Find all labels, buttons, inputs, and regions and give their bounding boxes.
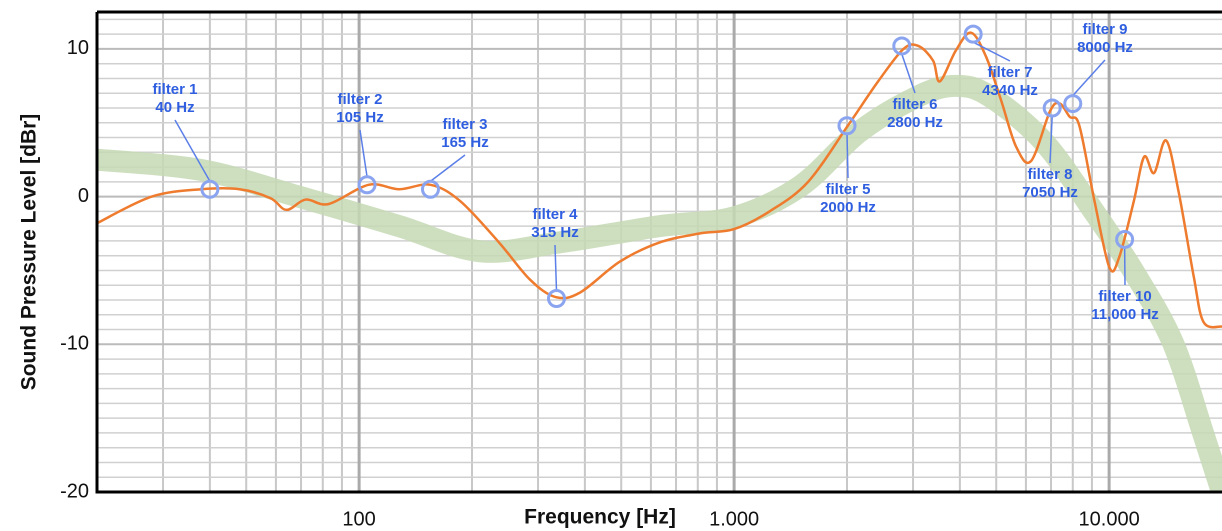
annotation-text: filter 5 bbox=[825, 181, 870, 198]
annotation-text: filter 7 bbox=[987, 64, 1032, 81]
x-tick-label: 10.000 bbox=[1079, 508, 1140, 530]
filter-point bbox=[1042, 98, 1062, 118]
y-tick-label: -20 bbox=[60, 480, 89, 502]
x-tick-label: 1.000 bbox=[709, 508, 759, 530]
y-tick-label: 0 bbox=[78, 185, 89, 207]
annotation-arrow bbox=[359, 129, 368, 177]
annotation-text: filter 2 bbox=[337, 91, 382, 108]
filter-point bbox=[892, 36, 912, 56]
annotation-arrow bbox=[430, 154, 466, 182]
line-measured bbox=[97, 31, 1222, 329]
annotation-text: 11,000 Hz bbox=[1091, 306, 1159, 323]
filter-point bbox=[200, 179, 220, 199]
x-tick-label: 100 bbox=[342, 508, 375, 530]
y-tick-label: -10 bbox=[60, 333, 89, 355]
annotation-arrow bbox=[554, 244, 558, 291]
annotation-text: 8000 Hz bbox=[1077, 39, 1133, 56]
annotation-text: filter 10 bbox=[1098, 288, 1151, 305]
annotation-text: filter 6 bbox=[892, 96, 937, 113]
filter-point bbox=[546, 289, 566, 309]
filter-point bbox=[963, 24, 983, 44]
annotation-text: 165 Hz bbox=[441, 134, 489, 151]
annotation-arrow bbox=[1049, 115, 1053, 164]
annotation-arrow bbox=[1072, 59, 1106, 97]
annotation-text: filter 1 bbox=[152, 81, 197, 98]
annotation-text: 105 Hz bbox=[336, 109, 384, 126]
annotation-text: 2800 Hz bbox=[887, 114, 943, 131]
x-axis-label: Frequency [Hz] bbox=[524, 506, 676, 529]
filter-point bbox=[837, 116, 857, 136]
annotation-text: 315 Hz bbox=[531, 224, 579, 241]
annotation-text: 2000 Hz bbox=[820, 199, 876, 216]
filter-point bbox=[420, 179, 440, 199]
line-target bbox=[97, 74, 1222, 492]
filter-point bbox=[1115, 229, 1135, 249]
annotation-text: filter 8 bbox=[1027, 166, 1072, 183]
annotation-text: 40 Hz bbox=[155, 99, 194, 116]
annotation-text: 7050 Hz bbox=[1022, 184, 1078, 201]
y-tick-label: 10 bbox=[67, 37, 89, 59]
annotation-arrow bbox=[901, 53, 916, 94]
filter-point bbox=[357, 175, 377, 195]
annotation-text: filter 9 bbox=[1082, 21, 1127, 38]
plot-area bbox=[97, 12, 1222, 492]
annotation-text: 4340 Hz bbox=[982, 82, 1038, 99]
filter-point bbox=[1063, 94, 1083, 114]
annotation-arrow bbox=[972, 41, 1011, 62]
annotation-text: filter 3 bbox=[442, 116, 487, 133]
annotation-text: filter 4 bbox=[532, 206, 578, 223]
y-axis-label: Sound Pressure Level [dBr] bbox=[18, 114, 41, 391]
axis-frame bbox=[95, 10, 1222, 494]
annotation-arrow bbox=[174, 119, 211, 182]
annotation-arrow bbox=[846, 133, 849, 179]
